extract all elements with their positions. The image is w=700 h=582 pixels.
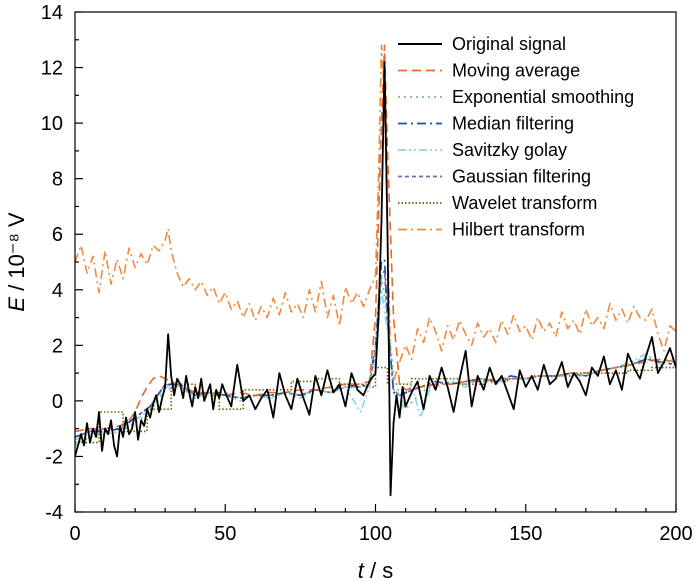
- y-tick-label: 8: [52, 169, 63, 191]
- y-tick-label: -2: [45, 446, 63, 468]
- y-tick-label: 14: [41, 2, 63, 24]
- series-line-moving-average: [75, 44, 676, 433]
- series-layer: [75, 44, 676, 497]
- y-axis-title: E / 10⁻⁸ V: [4, 212, 29, 312]
- legend-label-savitzky: Savitzky golay: [452, 140, 567, 160]
- y-tick-label: 2: [52, 335, 63, 357]
- legend-label-moving-average: Moving average: [452, 61, 580, 81]
- legend-label-wavelet: Wavelet transform: [452, 193, 597, 213]
- x-tick-label: 200: [659, 523, 692, 545]
- legend-label-median: Median filtering: [452, 114, 574, 134]
- y-tick-label: -4: [45, 502, 63, 524]
- x-tick-label: 0: [69, 523, 80, 545]
- legend-label-hilbert: Hilbert transform: [452, 220, 585, 240]
- x-tick-label: 50: [214, 523, 236, 545]
- x-tick-label: 150: [509, 523, 542, 545]
- legend: Original signal Moving average Exponential…: [398, 34, 634, 240]
- legend-label-original: Original signal: [452, 34, 566, 54]
- legend-label-gaussian: Gaussian filtering: [452, 167, 591, 187]
- y-tick-label: 12: [41, 58, 63, 80]
- legend-label-exponential: Exponential smoothing: [452, 87, 634, 107]
- series-line-hilbert: [75, 44, 676, 383]
- y-tick-label: 10: [41, 113, 63, 135]
- y-tick-label: 6: [52, 224, 63, 246]
- series-line-original: [75, 61, 676, 497]
- y-tick-label: 4: [52, 280, 63, 302]
- ticks-layer: 0 50 100 150 200 -4 -2 0 2 4 6 8 10 12 14: [41, 2, 693, 545]
- y-tick-label: 0: [52, 391, 63, 413]
- x-tick-label: 100: [359, 523, 392, 545]
- series-line-savitzky: [75, 288, 676, 441]
- x-axis-title: t / s: [358, 558, 393, 582]
